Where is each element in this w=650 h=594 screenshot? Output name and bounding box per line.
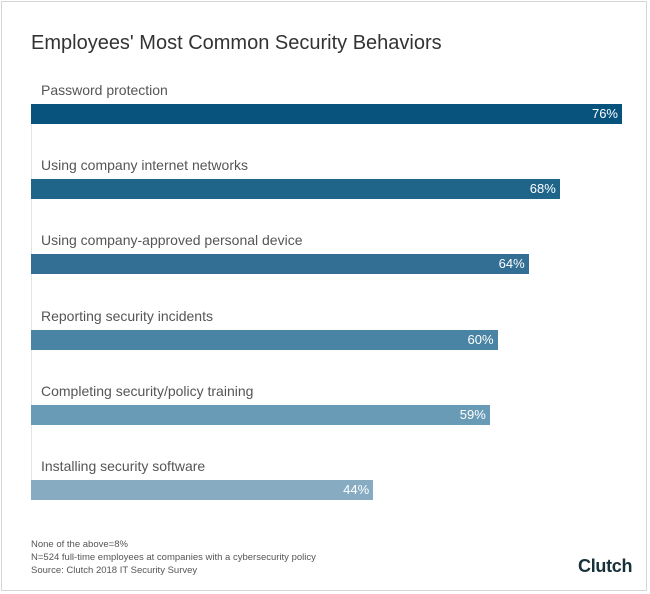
- bar: 59%: [31, 404, 490, 425]
- category-label: Reporting security incidents: [41, 307, 213, 324]
- category-label: Password protection: [41, 82, 168, 98]
- category-label: Using company-approved personal device: [41, 232, 303, 249]
- footnote-source: Source: Clutch 2018 IT Security Survey: [31, 565, 198, 576]
- chart-title: Employees' Most Common Security Behavior…: [31, 32, 442, 54]
- data-label: 68%: [529, 181, 556, 197]
- axis-line: [31, 104, 32, 500]
- data-label: 76%: [591, 106, 618, 121]
- footnote-sample: N=524 full-time employees at companies w…: [31, 552, 316, 563]
- data-label: 44%: [343, 482, 370, 497]
- bar: 76%: [31, 104, 622, 124]
- category-label: Installing security software: [41, 458, 206, 474]
- bar: 68%: [31, 179, 560, 200]
- footnotes: None of the above=8% N=524 full-time emp…: [31, 538, 316, 577]
- data-label: 64%: [498, 256, 525, 272]
- bar: 60%: [31, 329, 498, 350]
- bar: 44%: [31, 480, 374, 500]
- category-label: Completing security/policy training: [41, 382, 254, 399]
- data-label: 60%: [467, 331, 494, 347]
- bar: 64%: [31, 254, 529, 275]
- clutch-logo: Clutch: [578, 556, 633, 576]
- data-label: 59%: [459, 406, 486, 422]
- category-label: Using company internet networks: [41, 157, 248, 174]
- footnote-none: None of the above=8%: [31, 539, 128, 550]
